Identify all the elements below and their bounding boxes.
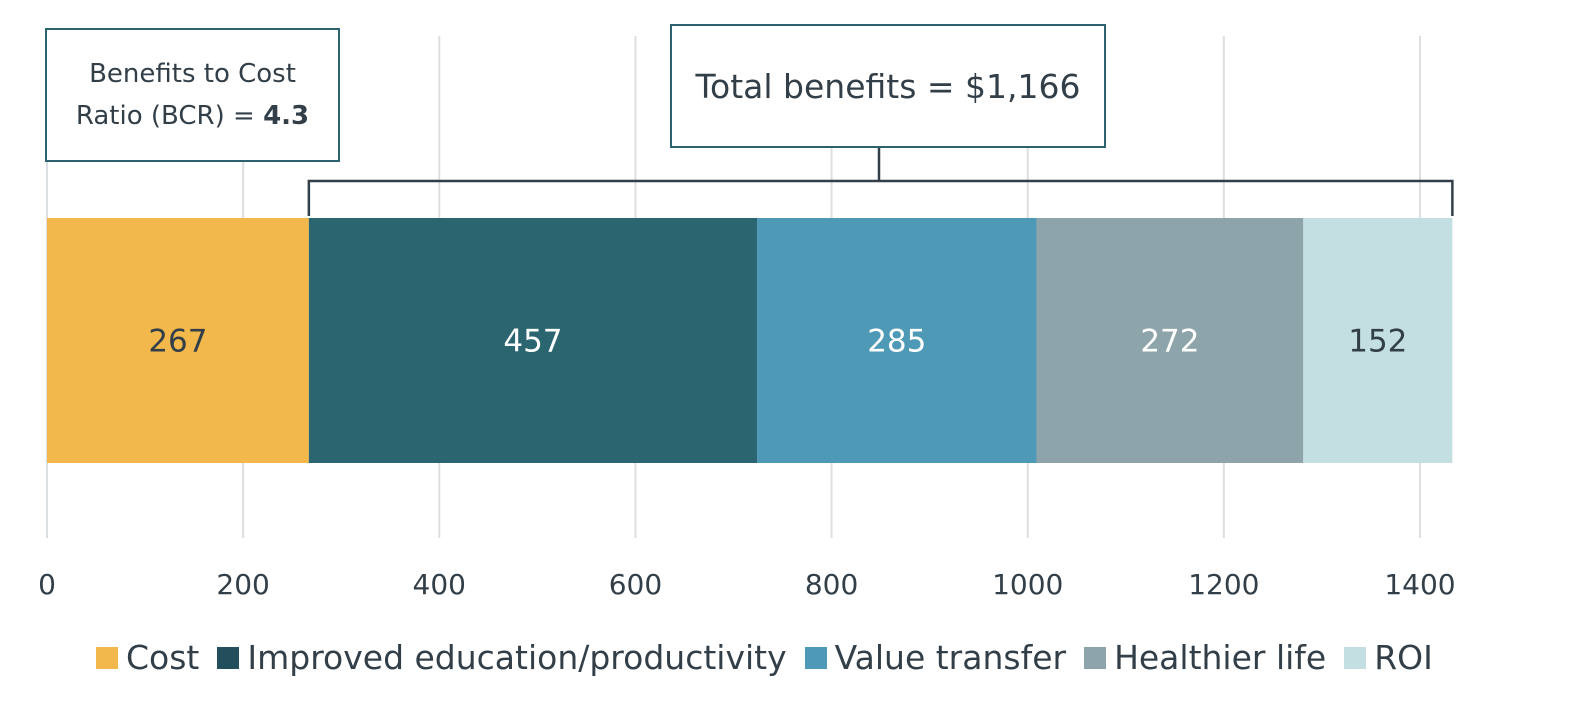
bar-segment xyxy=(308,218,758,463)
bcr-annotation-box: Benefits to Cost Ratio (BCR) = 4.3 xyxy=(45,28,340,162)
legend-swatch xyxy=(96,646,118,669)
x-tick-label: 800 xyxy=(805,568,858,601)
x-tick-label: 1000 xyxy=(992,568,1063,601)
bar-segment xyxy=(47,218,309,463)
bar-segment xyxy=(1303,218,1453,463)
bar-segment xyxy=(757,218,1037,463)
legend-label: Improved education/productivity xyxy=(247,638,787,677)
bracket-line xyxy=(307,179,1454,216)
x-tick-label: 1200 xyxy=(1188,568,1259,601)
x-tick-label: 200 xyxy=(216,568,269,601)
legend-swatch xyxy=(1344,646,1367,669)
x-tick-label: 1400 xyxy=(1384,568,1455,601)
legend-label: Healthier life xyxy=(1114,638,1327,677)
legend-item: Cost xyxy=(96,638,199,677)
bcr-line2: Ratio (BCR) = 4.3 xyxy=(76,95,309,137)
legend-item: Improved education/productivity xyxy=(217,638,787,677)
bar-value-label: 267 xyxy=(148,324,207,360)
total-benefits-label: Total benefits = $1,166 xyxy=(695,66,1081,106)
bar-value-label: 152 xyxy=(1348,324,1407,360)
bcr-line1: Benefits to Cost xyxy=(89,59,296,89)
bcr-value: 4.3 xyxy=(263,101,310,131)
bar-segment xyxy=(1036,218,1304,463)
bars: 267 457 285 272 152 xyxy=(47,218,1453,463)
legend-item: Value transfer xyxy=(804,638,1067,677)
bar-value-label: 457 xyxy=(503,324,562,360)
legend-label: Value transfer xyxy=(834,638,1067,677)
bar-value-label: 272 xyxy=(1140,324,1199,360)
legend-swatch xyxy=(804,646,827,669)
legend-item: ROI xyxy=(1344,638,1433,677)
x-tick-label: 400 xyxy=(413,568,466,601)
x-tick-label: 0 xyxy=(38,568,56,601)
x-tick-label: 600 xyxy=(609,568,662,601)
legend-swatch xyxy=(1084,646,1107,669)
total-benefits-box: Total benefits = $1,166 xyxy=(670,24,1106,148)
legend-item: Healthier life xyxy=(1084,638,1326,677)
legend-label: Cost xyxy=(126,638,200,677)
legend-swatch xyxy=(217,646,240,669)
legend: Cost Improved education/productivity Value… xyxy=(96,638,1451,677)
bar-value-label: 285 xyxy=(867,324,926,360)
x-axis-ticks: 0 200 400 600 800 1000 1200 1400 xyxy=(38,568,1456,601)
total-benefits-bracket xyxy=(307,148,1454,216)
legend-label: ROI xyxy=(1374,638,1433,677)
bcr-label: Ratio (BCR) = xyxy=(75,101,264,131)
